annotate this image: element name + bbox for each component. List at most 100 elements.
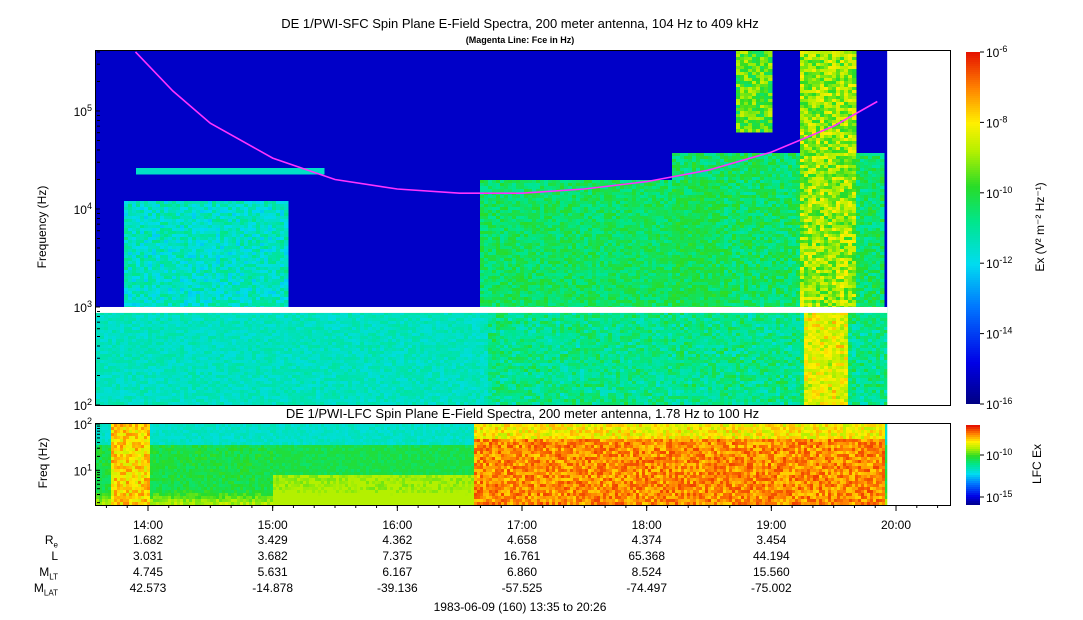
sfc-spectrum-cell bbox=[352, 381, 357, 385]
sfc-spectrum-cell bbox=[224, 213, 229, 217]
sfc-spectrum-cell bbox=[220, 402, 225, 405]
sfc-spectrum-cell bbox=[352, 375, 357, 379]
sfc-spectrum-cell bbox=[276, 372, 281, 376]
sfc-spectrum-cell bbox=[432, 396, 437, 400]
sfc-spectrum-cell bbox=[164, 246, 169, 250]
sfc-spectrum-cell bbox=[460, 360, 465, 364]
sfc-spectrum-cell bbox=[220, 336, 225, 340]
sfc-spectrum-cell bbox=[316, 168, 321, 172]
sfc-spectrum-cell bbox=[484, 333, 489, 337]
sfc-spectrum-cell bbox=[304, 366, 309, 370]
sfc-spectrum-cell bbox=[268, 219, 273, 223]
sfc-spectrum-cell bbox=[480, 249, 485, 253]
sfc-spectrum-cell bbox=[168, 312, 173, 316]
sfc-spectrum-cell bbox=[260, 246, 265, 250]
sfc-spectrum-cell bbox=[292, 348, 297, 352]
sfc-spectrum-cell bbox=[424, 339, 429, 343]
sfc-spectrum-cell bbox=[384, 324, 389, 328]
sfc-spectrum-cell bbox=[208, 303, 213, 307]
sfc-spectrum-cell bbox=[184, 384, 189, 388]
sfc-spectrum-cell bbox=[476, 348, 481, 352]
sfc-spectrum-cell bbox=[228, 330, 233, 334]
sfc-spectrum-cell bbox=[128, 375, 133, 379]
sfc-spectrum-cell bbox=[348, 333, 353, 337]
sfc-spectrum-cell bbox=[292, 333, 297, 337]
sfc-spectrum-cell bbox=[256, 342, 261, 346]
sfc-spectrum-cell bbox=[272, 270, 277, 274]
sfc-spectrum-cell bbox=[296, 396, 301, 400]
sfc-spectrum-cell bbox=[492, 231, 497, 235]
sfc-spectrum-cell bbox=[340, 351, 345, 355]
sfc-spectrum-cell bbox=[168, 237, 173, 241]
sfc-spectrum-cell bbox=[416, 333, 421, 337]
sfc-spectrum-cell bbox=[360, 345, 365, 349]
sfc-spectrum-cell bbox=[260, 381, 265, 385]
sfc-spectrum-cell bbox=[220, 282, 225, 286]
sfc-spectrum-cell bbox=[352, 402, 357, 405]
sfc-spectrum-cell bbox=[288, 171, 293, 175]
sfc-spectrum-cell bbox=[160, 354, 165, 358]
sfc-spectrum-cell bbox=[176, 363, 181, 367]
sfc-spectrum-cell bbox=[144, 234, 149, 238]
sfc-spectrum-cell bbox=[484, 330, 489, 334]
sfc-spectrum-cell bbox=[248, 348, 253, 352]
sfc-spectrum-cell bbox=[480, 213, 485, 217]
sfc-spectrum-cell bbox=[464, 351, 469, 355]
sfc-spectrum-cell bbox=[136, 237, 141, 241]
sfc-spectrum-cell bbox=[348, 381, 353, 385]
sfc-spectrum-cell bbox=[364, 372, 369, 376]
sfc-spectrum-cell bbox=[256, 315, 261, 319]
sfc-spectrum-cell bbox=[196, 327, 201, 331]
sfc-spectrum-cell bbox=[420, 357, 425, 361]
sfc-spectrum-cell bbox=[160, 330, 165, 334]
sfc-spectrum-cell bbox=[192, 297, 197, 301]
sfc-spectrum-cell bbox=[352, 330, 357, 334]
sfc-spectrum-cell bbox=[432, 339, 437, 343]
sfc-spectrum-cell bbox=[428, 372, 433, 376]
sfc-spectrum-cell bbox=[136, 396, 141, 400]
sfc-spectrum-cell bbox=[244, 171, 249, 175]
sfc-spectrum-cell bbox=[160, 204, 165, 208]
sfc-spectrum-cell bbox=[284, 312, 289, 316]
sfc-spectrum-cell bbox=[292, 318, 297, 322]
sfc-spectrum-cell bbox=[484, 318, 489, 322]
sfc-spectrum-cell bbox=[252, 201, 257, 205]
sfc-spectrum-cell bbox=[164, 333, 169, 337]
sfc-spectrum-cell bbox=[184, 345, 189, 349]
sfc-spectrum-cell bbox=[196, 273, 201, 277]
sfc-spectrum-cell bbox=[276, 378, 281, 382]
sfc-spectrum-cell bbox=[132, 390, 137, 394]
sfc-spectrum-cell bbox=[248, 291, 253, 295]
sfc-spectrum-cell bbox=[356, 351, 361, 355]
sfc-spectrum-cell bbox=[212, 276, 217, 280]
sfc-spectrum-cell bbox=[316, 387, 321, 391]
sfc-spectrum-cell bbox=[272, 312, 277, 316]
sfc-spectrum-cell bbox=[484, 267, 489, 271]
sfc-spectrum-cell bbox=[364, 381, 369, 385]
sfc-spectrum-cell bbox=[180, 312, 185, 316]
sfc-spectrum-cell bbox=[216, 246, 221, 250]
sfc-spectrum-cell bbox=[432, 369, 437, 373]
sfc-spectrum-cell bbox=[300, 366, 305, 370]
sfc-spectrum-cell bbox=[144, 210, 149, 214]
sfc-spectrum-cell bbox=[300, 342, 305, 346]
sfc-spectrum-cell bbox=[188, 270, 193, 274]
sfc-spectrum-cell bbox=[472, 315, 477, 319]
sfc-spectrum-cell bbox=[248, 204, 253, 208]
sfc-spectrum-cell bbox=[496, 285, 501, 289]
sfc-spectrum-cell bbox=[368, 345, 373, 349]
sfc-spectrum-cell bbox=[128, 216, 133, 220]
sfc-spectrum-cell bbox=[404, 333, 409, 337]
sfc-spectrum-cell bbox=[228, 282, 233, 286]
sfc-spectrum-cell bbox=[496, 180, 501, 184]
sfc-spectrum-cell bbox=[248, 375, 253, 379]
sfc-spectrum-cell bbox=[156, 282, 161, 286]
sfc-spectrum-cell bbox=[180, 276, 185, 280]
sfc-spectrum-cell bbox=[220, 399, 225, 403]
sfc-spectrum-cell bbox=[280, 378, 285, 382]
sfc-spectrum-cell bbox=[232, 231, 237, 235]
sfc-spectrum-cell bbox=[144, 243, 149, 247]
sfc-spectrum-cell bbox=[200, 393, 205, 397]
sfc-spectrum-cell bbox=[132, 288, 137, 292]
sfc-spectrum-cell bbox=[496, 249, 501, 253]
